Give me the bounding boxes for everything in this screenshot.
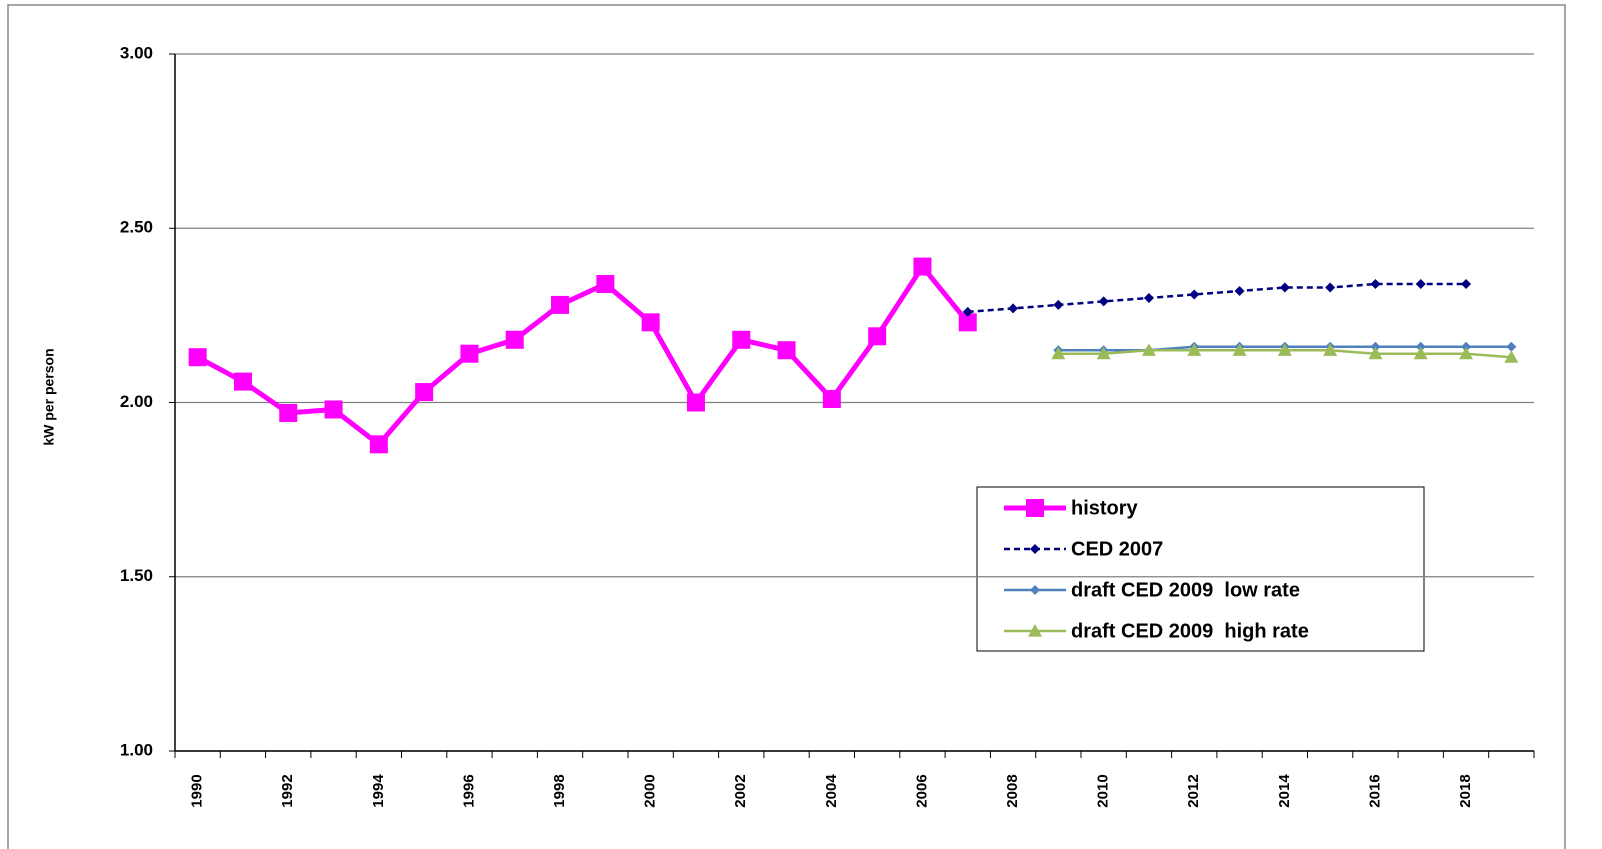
- data-point: [505, 330, 524, 349]
- data-point: [1053, 299, 1064, 310]
- data-point: [1504, 350, 1519, 363]
- data-point: [1234, 285, 1245, 296]
- data-point: [1189, 289, 1200, 300]
- data-point: [369, 435, 388, 454]
- legend-swatch-marker: [1026, 499, 1044, 517]
- legend: [976, 486, 1425, 652]
- data-point: [958, 313, 977, 332]
- legend-label: CED 2007: [1071, 538, 1163, 560]
- legend-swatch-marker: [1030, 544, 1040, 554]
- chart-frame: [7, 4, 1566, 849]
- data-point: [1143, 292, 1154, 303]
- data-point: [1370, 279, 1381, 290]
- x-tick-label: 2000: [642, 774, 659, 807]
- data-point: [233, 372, 252, 391]
- x-tick-label: 2018: [1457, 774, 1474, 807]
- x-tick-label: 2004: [823, 774, 840, 808]
- data-point: [1187, 343, 1202, 356]
- legend-label: draft CED 2009 high rate: [1071, 620, 1309, 642]
- y-tick-label: 3.00: [120, 43, 153, 62]
- data-point: [1279, 282, 1290, 293]
- data-point: [1415, 279, 1426, 290]
- data-point: [913, 257, 932, 276]
- data-point: [777, 341, 796, 360]
- x-tick-label: 2006: [913, 774, 930, 807]
- x-tick-label: 2012: [1185, 774, 1202, 807]
- x-tick-label: 2010: [1095, 774, 1112, 807]
- data-point: [1277, 343, 1292, 356]
- series-line: [967, 282, 1467, 314]
- data-point: [1325, 282, 1336, 293]
- data-point: [324, 400, 343, 419]
- data-point: [551, 295, 570, 314]
- x-tick-label: 2014: [1276, 774, 1293, 808]
- data-point: [596, 275, 615, 294]
- y-tick-label: 1.00: [120, 740, 153, 759]
- x-tick-label: 1994: [370, 774, 387, 808]
- x-tick-label: 1996: [460, 774, 477, 807]
- data-point: [732, 330, 751, 349]
- legend-label: history: [1071, 497, 1139, 519]
- data-point: [822, 390, 841, 409]
- y-tick-label: 1.50: [120, 566, 153, 585]
- data-point: [1413, 346, 1428, 360]
- data-point: [1459, 346, 1474, 360]
- data-point: [1461, 279, 1472, 290]
- data-point: [686, 393, 705, 412]
- x-tick-label: 2002: [732, 774, 749, 807]
- legend-swatch-marker: [1028, 624, 1042, 637]
- data-point: [415, 383, 434, 402]
- x-tick-label: 1998: [551, 774, 568, 807]
- data-point: [1096, 346, 1111, 360]
- x-tick-label: 2008: [1004, 774, 1021, 807]
- data-point: [1008, 303, 1019, 314]
- x-tick-label: 1992: [279, 774, 296, 807]
- data-point: [279, 403, 298, 422]
- data-point: [641, 313, 660, 332]
- x-tick-label: 1990: [189, 774, 206, 807]
- data-point: [188, 348, 207, 367]
- data-point: [962, 306, 973, 317]
- data-point: [1051, 346, 1066, 360]
- data-point: [1098, 296, 1109, 307]
- data-point: [1323, 343, 1338, 356]
- x-tick-label: 2016: [1366, 774, 1383, 807]
- y-axis-label: kW per person: [41, 348, 57, 445]
- y-tick-label: 2.50: [120, 218, 153, 237]
- legend-swatch-marker: [1030, 585, 1040, 595]
- data-point: [1141, 343, 1156, 356]
- legend-label: draft CED 2009 low rate: [1071, 579, 1300, 601]
- data-point: [1232, 343, 1247, 356]
- data-point: [868, 327, 887, 346]
- data-point: [1368, 346, 1383, 360]
- data-point: [460, 344, 479, 363]
- data-point: [1506, 341, 1517, 352]
- y-tick-label: 2.00: [120, 392, 153, 411]
